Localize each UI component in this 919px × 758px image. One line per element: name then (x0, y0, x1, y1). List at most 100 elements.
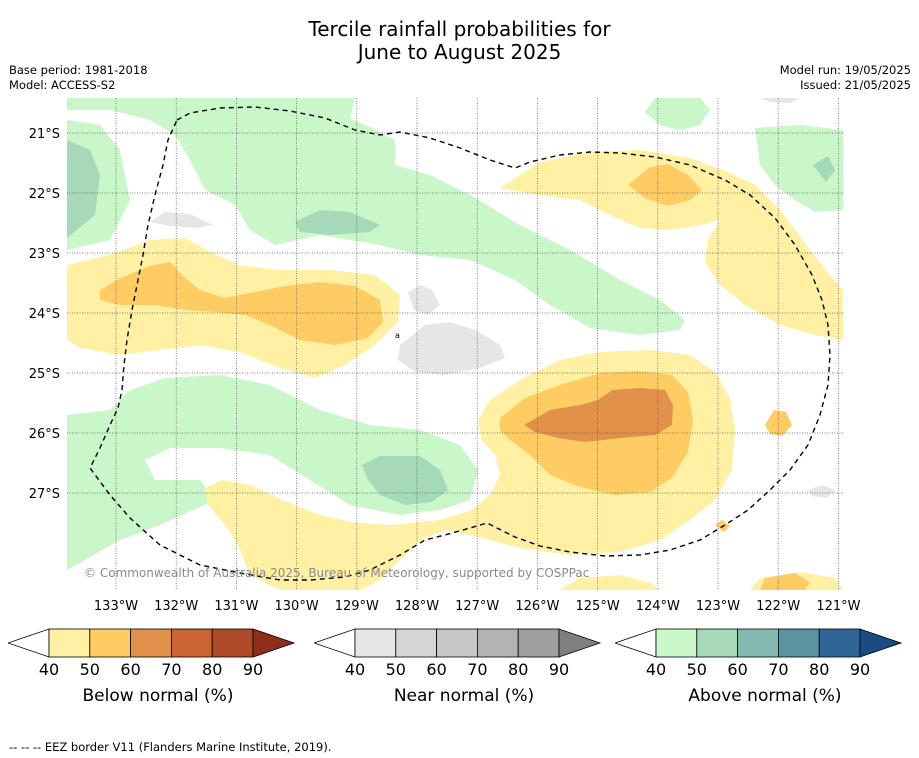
title-line-2: June to August 2025 (357, 40, 562, 64)
colorbar-segment (777, 628, 820, 658)
latitude-label: 22°S (29, 187, 60, 202)
colorbar-segment (48, 628, 91, 658)
above-region (67, 98, 685, 335)
colorbar-below: 40 50 60 70 80 90 Below normal (%) (6, 626, 308, 716)
colorbar-tick-label: 50 (385, 660, 406, 679)
latitude-label: 26°S (29, 427, 60, 442)
colorbar-above: 40 50 60 70 80 90 Above normal (%) (613, 626, 915, 716)
colorbar-max-arrow (859, 628, 903, 658)
issued-date: Issued: 21/05/2025 (800, 78, 911, 92)
colorbar-near: 40 50 60 70 80 90 Near normal (%) (312, 626, 614, 716)
colorbar-max-arrow (252, 628, 296, 658)
near-region (760, 98, 800, 103)
colorbar-near-ticks: 40 50 60 70 80 90 (314, 660, 614, 680)
above-region (67, 375, 478, 570)
colorbar-tick-label: 40 (645, 660, 667, 679)
colorbar-segment (818, 628, 861, 658)
forecast-map: a 21°S 22°S 23°S 24°S 25°S 26°S 27°S 133°W 132°… (29, 98, 861, 614)
longitude-label: 129°W (335, 599, 379, 614)
longitude-label: 123°W (696, 599, 740, 614)
above-region (67, 140, 100, 238)
eez-footnote: -- -- -- EEZ border V11 (Flanders Marine… (9, 740, 332, 754)
near-region (408, 285, 440, 315)
colorbar-above-bar (613, 628, 903, 658)
colorbar-segment (395, 628, 438, 658)
colorbar-tick-label: 80 (202, 660, 223, 679)
colorbar-segment (737, 628, 779, 658)
longitude-label: 126°W (515, 599, 559, 614)
longitude-label: 128°W (395, 599, 439, 614)
longitude-label: 122°W (756, 599, 800, 614)
colorbar-tick-label: 70 (161, 660, 182, 679)
colorbar-segment (89, 628, 132, 658)
latitude-label: 24°S (29, 307, 60, 322)
longitude-label: 130°W (275, 599, 319, 614)
model-run: Model run: 19/05/2025 (779, 63, 911, 77)
colorbar-tick-label: 60 (120, 660, 141, 679)
colorbar-tick-label: 80 (508, 660, 529, 679)
longitude-labels: 133°W 132°W 131°W 130°W 129°W 128°W 127°W 126°W… (94, 599, 861, 614)
colorbar-segment (517, 628, 560, 658)
below-region (524, 388, 673, 442)
above-region (362, 456, 448, 505)
above-region (645, 98, 710, 130)
near-region (808, 485, 835, 498)
longitude-label: 124°W (636, 599, 680, 614)
near-region (150, 212, 213, 228)
longitude-label: 133°W (94, 599, 138, 614)
colorbar-above-ticks: 40 50 60 70 80 90 (615, 660, 915, 680)
latitude-label: 21°S (29, 127, 60, 142)
model-name: Model: ACCESS-S2 (9, 78, 116, 92)
colorbar-segment (476, 628, 519, 658)
colorbar-tick-label: 40 (344, 660, 366, 679)
longitude-label: 125°W (576, 599, 620, 614)
above-region (295, 210, 380, 235)
colorbar-near-min-arrow (312, 628, 356, 658)
colorbar-segment (170, 628, 213, 658)
latitude-labels: 21°S 22°S 23°S 24°S 25°S 26°S 27°S (29, 127, 60, 502)
meta-left: Base period: 1981-2018 Model: ACCESS-S2 (9, 63, 148, 93)
colorbar-tick-label: 90 (548, 660, 570, 679)
colorbar-tick-label: 80 (809, 660, 830, 679)
map-title: Tercile rainfall probabilities for June … (0, 18, 919, 64)
below-region (760, 573, 810, 590)
colorbar-below-bar (6, 628, 296, 658)
colorbar-below-label: Below normal (%) (82, 686, 234, 706)
graticule (67, 98, 843, 590)
latitude-label: 25°S (29, 367, 60, 382)
colorbar-near-bar (312, 628, 602, 658)
title-line-1: Tercile rainfall probabilities for (308, 17, 611, 41)
base-period: Base period: 1981-2018 (9, 63, 148, 77)
colorbar-tick-label: 90 (242, 660, 264, 679)
longitude-label: 127°W (455, 599, 499, 614)
colorbar-below-ticks: 40 50 60 70 80 90 (8, 660, 308, 680)
colorbar-above-label: Above normal (%) (688, 686, 842, 706)
near-region (398, 322, 505, 375)
colorbar-segment (655, 628, 698, 658)
below-region (560, 575, 660, 590)
below-region (628, 164, 702, 206)
colorbar-segment (211, 628, 254, 658)
colorbar-segment (436, 628, 478, 658)
latitude-label: 27°S (29, 487, 60, 502)
colorbar-tick-label: 90 (849, 660, 871, 679)
colorbar-segment (354, 628, 397, 658)
below-region (500, 150, 843, 340)
probability-regions (67, 98, 843, 590)
colorbar-near-label: Near normal (%) (393, 686, 535, 706)
colorbar-above-min-arrow (613, 628, 657, 658)
longitude-label: 121°W (816, 599, 860, 614)
colorbar-tick-label: 50 (686, 660, 707, 679)
colorbar-segment (130, 628, 172, 658)
colorbar-below-min-arrow (6, 628, 50, 658)
colorbar-tick-label: 60 (727, 660, 748, 679)
small-contour-mark: a (395, 331, 400, 340)
colorbar-tick-label: 40 (38, 660, 60, 679)
above-region (813, 156, 835, 182)
colorbar-tick-label: 70 (467, 660, 488, 679)
colorbar-segment (696, 628, 739, 658)
colorbar-tick-label: 70 (768, 660, 789, 679)
meta-right: Model run: 19/05/2025 Issued: 21/05/2025 (780, 63, 911, 93)
copyright-notice: © Commonwealth of Australia 2025, Bureau… (84, 566, 590, 580)
colorbar-max-arrow (558, 628, 602, 658)
